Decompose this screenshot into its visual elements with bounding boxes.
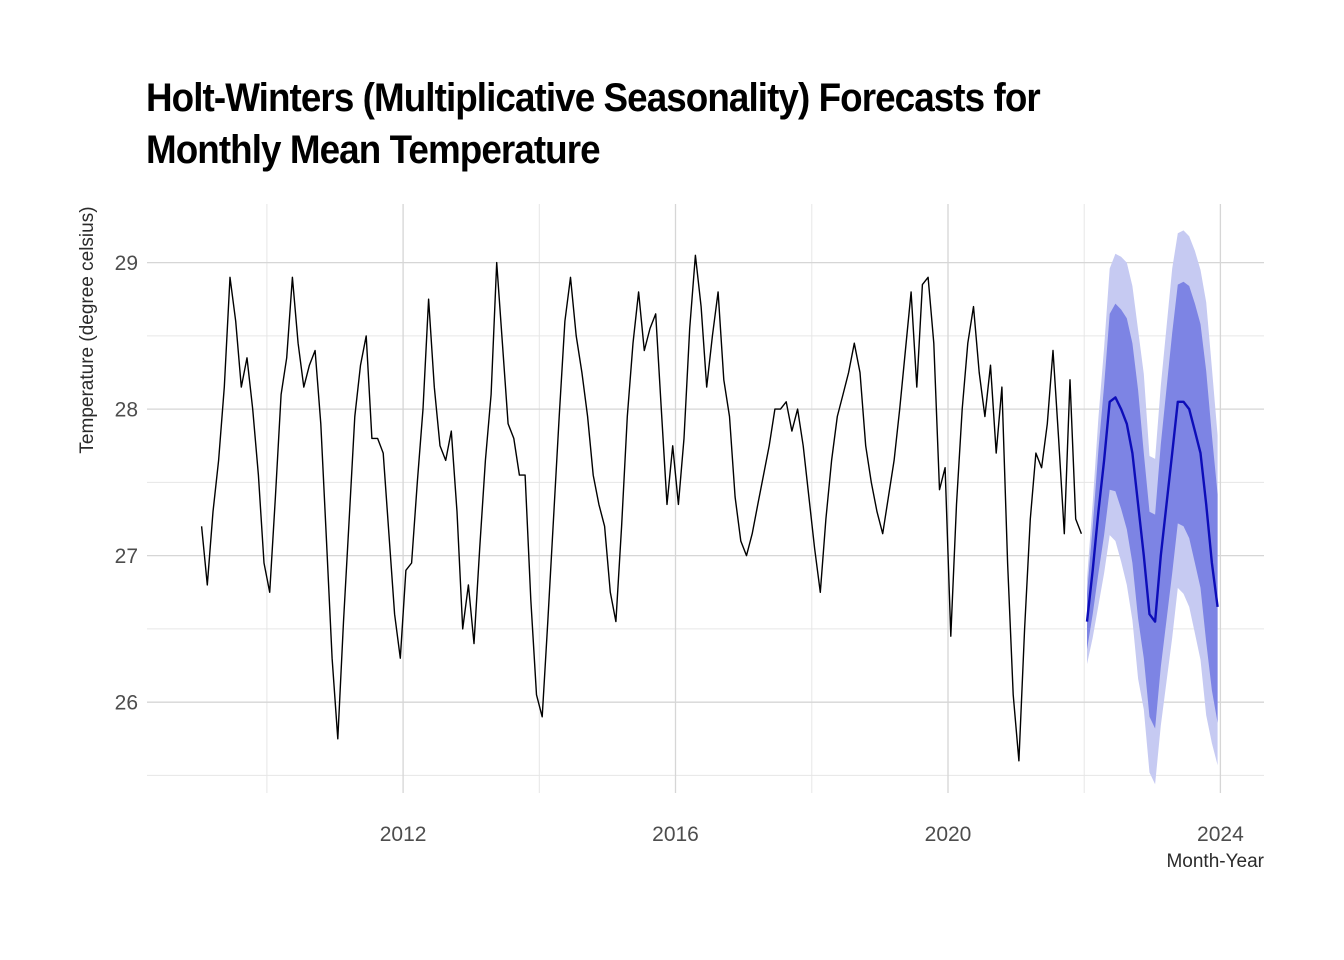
confidence-band-80 bbox=[1087, 281, 1218, 729]
historical-line bbox=[200, 254, 1083, 762]
forecast-mean-line bbox=[1085, 396, 1219, 623]
y-tick-label: 28 bbox=[115, 399, 138, 422]
x-tick-label: 2020 bbox=[925, 823, 972, 846]
y-tick-label: 29 bbox=[115, 252, 138, 275]
y-tick-label: 26 bbox=[115, 692, 138, 715]
y-tick-label: 27 bbox=[115, 545, 138, 568]
x-tick-label: 2016 bbox=[652, 823, 699, 846]
chart-title-line-1: Holt-Winters (Multiplicative Seasonality… bbox=[146, 76, 1041, 120]
x-axis-title: Month-Year bbox=[1166, 851, 1264, 872]
chart-title: Holt-Winters (Multiplicative Seasonality… bbox=[146, 72, 1041, 176]
x-tick-label: 2024 bbox=[1197, 823, 1244, 846]
chart-title-line-2: Monthly Mean Temperature bbox=[146, 128, 601, 172]
x-tick-label: 2012 bbox=[380, 823, 427, 846]
